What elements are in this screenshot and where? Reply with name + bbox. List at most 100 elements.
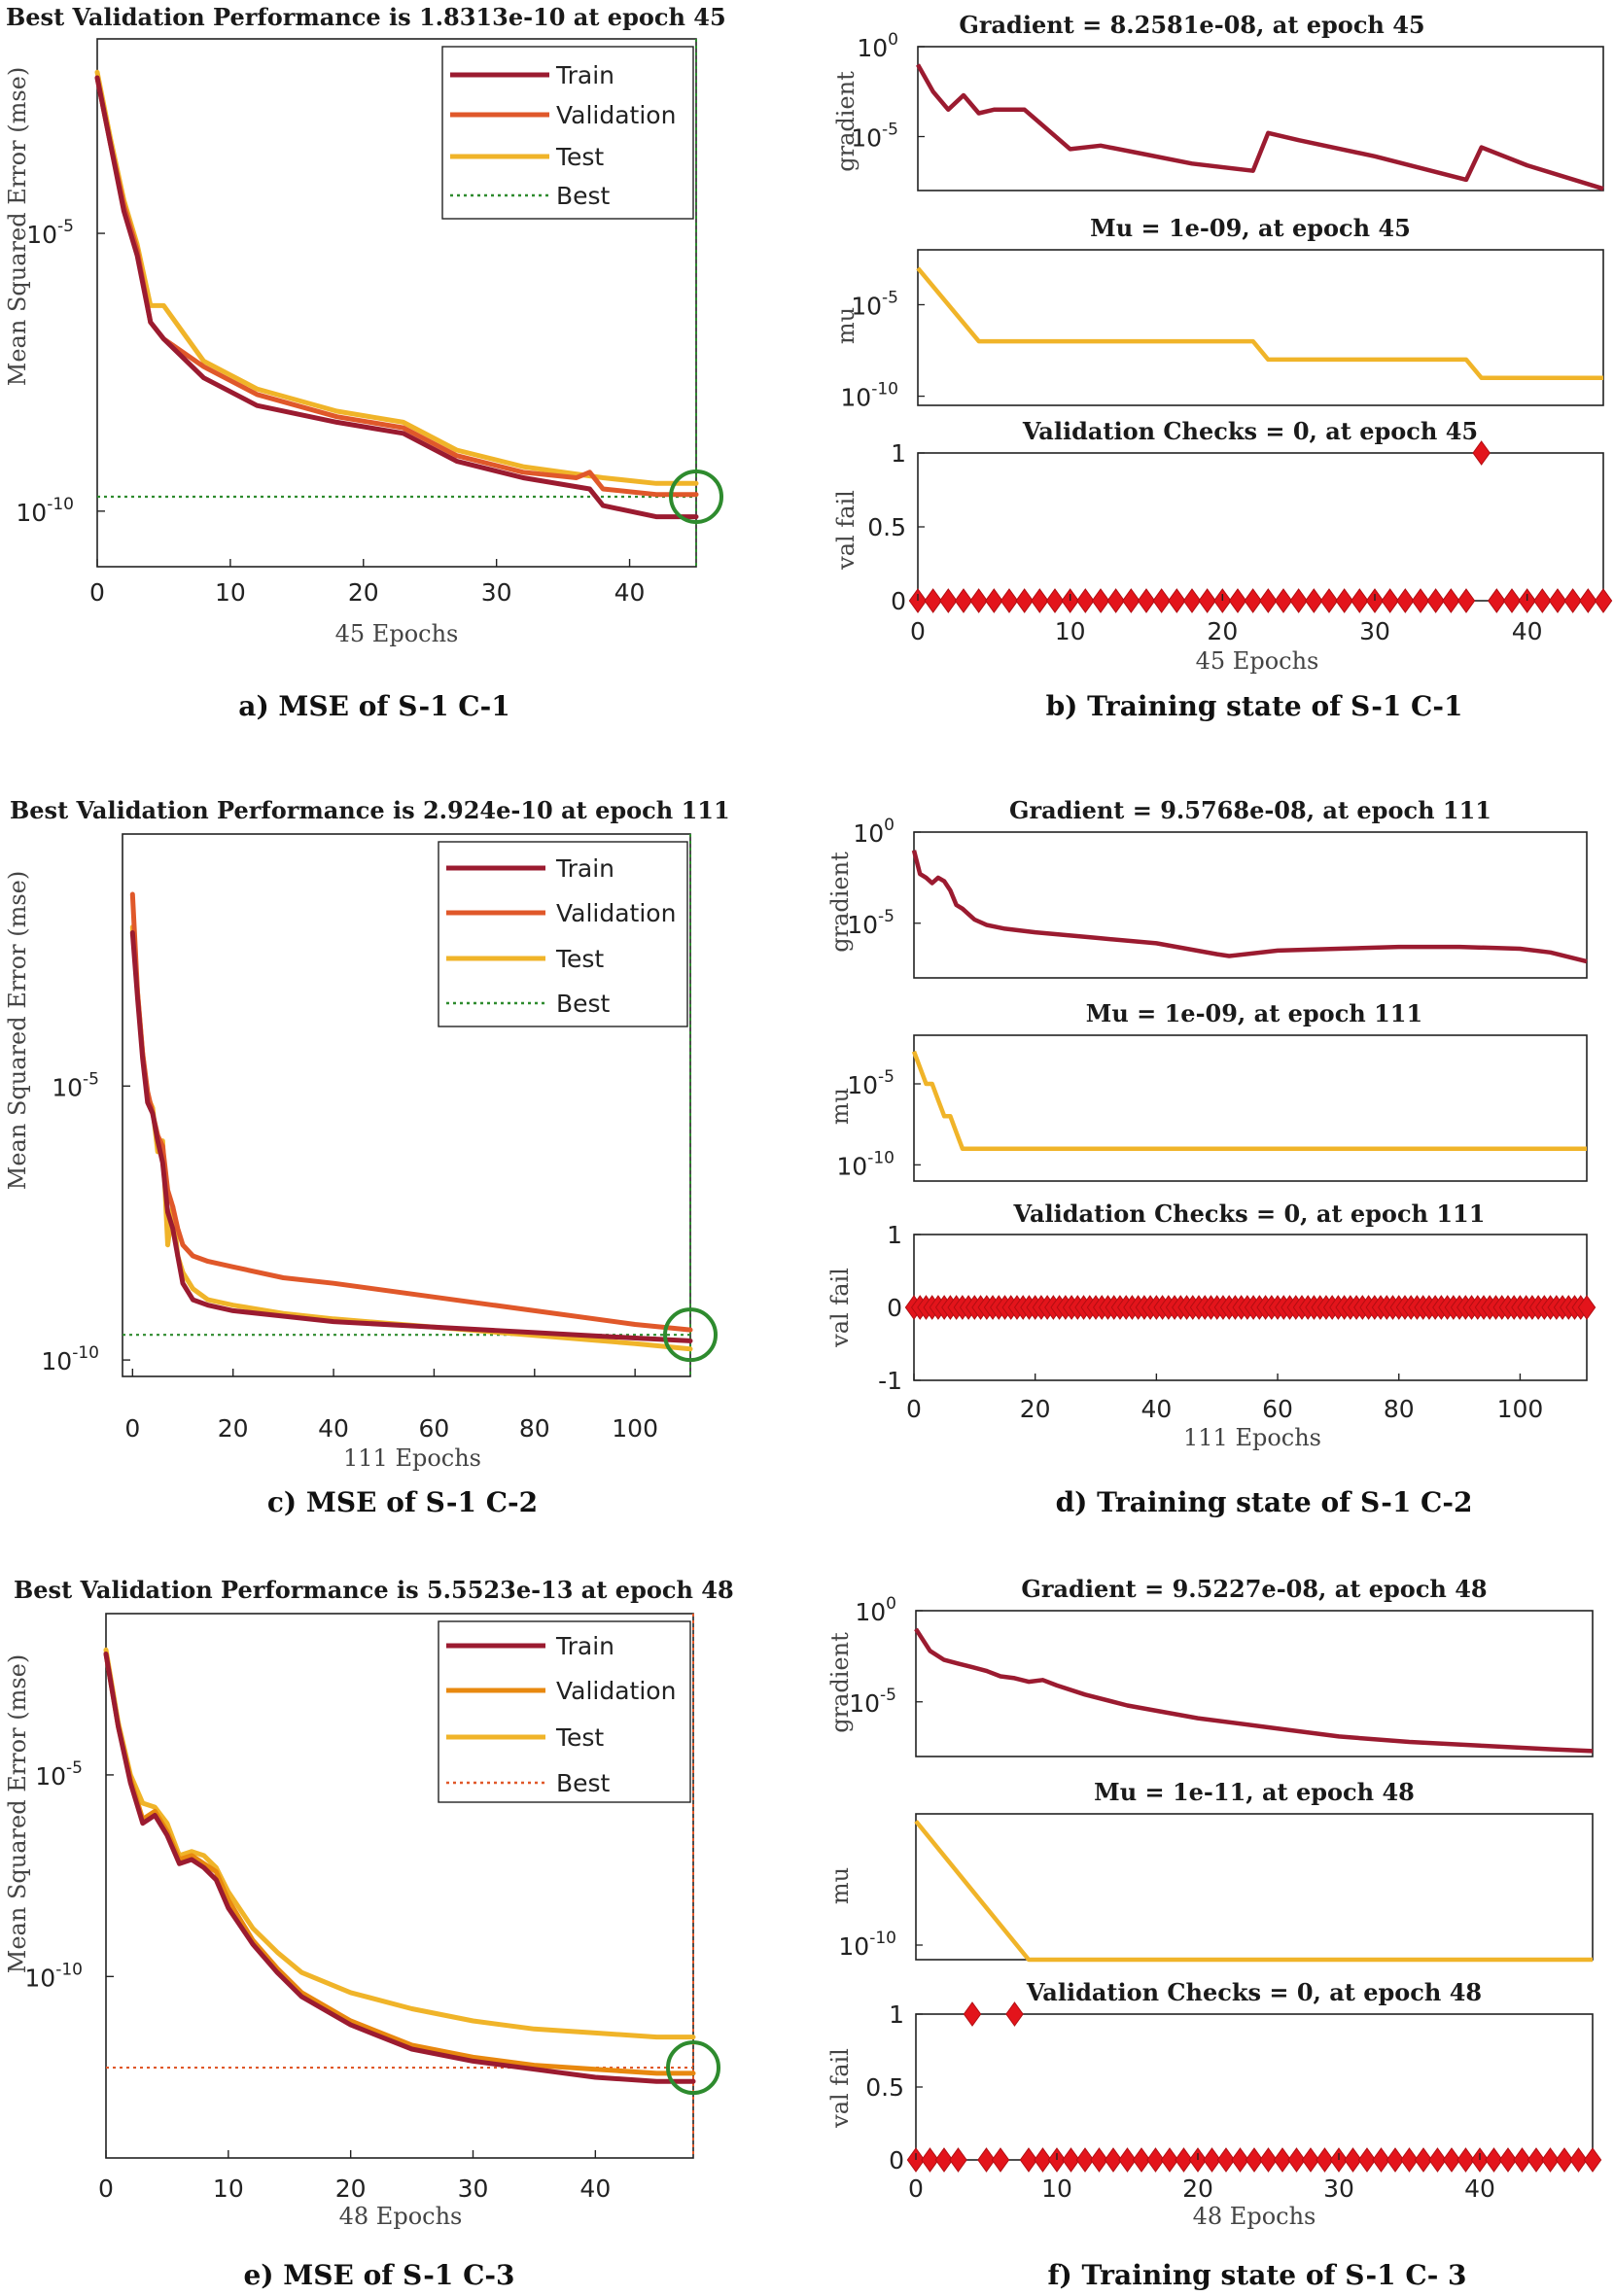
x-tick-label: 0 — [98, 2174, 114, 2203]
panel-c-caption: c) MSE of S-1 C-2 — [267, 1486, 538, 1518]
series-test-line — [103, 1647, 696, 2040]
panel-e-legend-box — [438, 1620, 691, 1803]
panel-c-plot: 0 20 40 60 80 100 10-5 10-10 — [41, 834, 718, 1443]
legend-validation-label: Validation — [556, 899, 676, 927]
legend-validation-label: Validation — [556, 101, 676, 129]
legend-validation-label: Validation — [556, 1677, 676, 1705]
panel-a: Best Validation Performance is 1.8313e-1… — [4, 3, 726, 722]
gradient-line — [911, 850, 1588, 964]
val-check-marker — [1513, 2147, 1531, 2173]
mu-line — [914, 1820, 1593, 1963]
legend-test-label: Test — [555, 945, 604, 973]
val-check-marker — [1396, 588, 1415, 613]
mu-line — [916, 266, 1603, 381]
panel-c-ylabel: Mean Squared Error (mse) — [4, 871, 31, 1190]
y-tick-label: 10-10 — [838, 1929, 896, 1961]
y-tick-label: 100 — [857, 30, 898, 62]
y-tick-label: 0 — [891, 587, 906, 615]
panel-d-gradient-title: Gradient = 9.5768e-08, at epoch 111 — [1009, 796, 1491, 824]
val-check-marker — [1231, 2147, 1249, 2173]
panel-d-mu-ylabel: mu — [826, 1088, 854, 1125]
panel-e: Best Validation Performance is 5.5523e-1… — [4, 1576, 734, 2291]
val-check-marker — [1273, 2147, 1292, 2173]
panel-a-xlabel: 45 Epochs — [335, 620, 459, 647]
y-tick-label: 0 — [889, 2146, 904, 2174]
val-check-marker — [1594, 588, 1613, 613]
y-tick-label: 1 — [887, 1221, 902, 1249]
val-check-marker — [1289, 588, 1308, 613]
best-epoch-circle — [663, 1307, 718, 1363]
val-check-marker — [1456, 588, 1476, 613]
panel-f-gradient-box — [915, 1610, 1594, 1757]
val-check-marker — [1168, 588, 1186, 613]
x-tick-label: 0 — [906, 1395, 922, 1423]
legend-best-label: Best — [556, 990, 611, 1018]
panel-a-legend: Train Validation Test Best — [441, 46, 694, 220]
val-check-marker — [1259, 588, 1278, 613]
legend-best-label: Best — [556, 1769, 611, 1797]
panel-b-mu-title: Mu = 1e-09, at epoch 45 — [1090, 214, 1411, 242]
panel-f-val-plot: 1 0.5 00 10 20 30 40 — [865, 2000, 1602, 2203]
legend-test-label: Test — [555, 143, 604, 171]
val-check-marker — [1228, 588, 1247, 613]
val-check-marker — [1090, 2147, 1108, 2173]
panel-e-plot: 0 10 20 30 40 10-5 10-10 — [24, 1614, 720, 2203]
panel-d-caption: d) Training state of S-1 C-2 — [1056, 1486, 1473, 1518]
panel-a-ylabel: Mean Squared Error (mse) — [4, 67, 31, 386]
x-tick-label: 30 — [481, 578, 512, 607]
val-check-marker — [1245, 2147, 1264, 2173]
val-check-marker — [1019, 2147, 1038, 2173]
val-check-marker — [1426, 588, 1445, 613]
val-check-marker — [1244, 588, 1262, 613]
panel-f-gradient-plot: 100 10-5 — [849, 1594, 1594, 1754]
panel-d-mu-plot: 10-5 10-10 — [836, 1050, 1587, 1180]
y-tick-label: -1 — [878, 1367, 902, 1395]
x-tick-label: 0 — [910, 617, 926, 645]
val-check-marker — [1400, 2147, 1419, 2173]
val-check-marker — [1106, 588, 1125, 613]
panel-f-mu-title: Mu = 1e-11, at epoch 48 — [1094, 1778, 1415, 1806]
val-check-marker — [954, 588, 973, 613]
panel-f-val-ylabel: val fail — [826, 2048, 854, 2129]
panel-a-title: Best Validation Performance is 1.8313e-1… — [6, 3, 726, 31]
x-tick-label: 40 — [1140, 1395, 1172, 1423]
val-check-marker — [1548, 588, 1567, 613]
panel-f-val-title: Validation Checks = 0, at epoch 48 — [1026, 1978, 1482, 2006]
panel-d-val-title: Validation Checks = 0, at epoch 111 — [1013, 1200, 1486, 1228]
val-check-marker — [1091, 588, 1110, 613]
val-check-marker — [1031, 588, 1049, 613]
panel-f-mu-box — [915, 1813, 1594, 1961]
val-check-marker — [924, 588, 942, 613]
val-check-marker — [1472, 440, 1491, 466]
y-tick-label: 0.5 — [865, 2073, 904, 2102]
y-tick-label: 10-5 — [851, 288, 898, 320]
panel-f-xlabel: 48 Epochs — [1193, 2203, 1316, 2230]
val-check-marker — [1203, 2147, 1221, 2173]
panel-b-val-ylabel: val fail — [832, 490, 860, 571]
y-tick-label: 10-5 — [847, 1067, 895, 1099]
x-tick-label: 20 — [335, 2174, 367, 2203]
y-tick-label: 10-5 — [26, 217, 74, 249]
panel-e-xlabel: 48 Epochs — [339, 2203, 463, 2230]
series-train-line — [129, 930, 693, 1343]
x-tick-label: 10 — [215, 578, 246, 607]
x-tick-label: 30 — [458, 2174, 489, 2203]
panel-f-gradient-ylabel: gradient — [826, 1632, 854, 1733]
val-check-marker — [1335, 588, 1353, 613]
val-check-marker — [1583, 2147, 1602, 2173]
panel-d-xlabel: 111 Epochs — [1183, 1424, 1321, 1451]
series-train-line — [94, 75, 699, 520]
x-tick-label: 40 — [1464, 2174, 1495, 2203]
val-check-marker — [1118, 2147, 1137, 2173]
panel-b-val-box — [917, 452, 1604, 602]
panel-d-mu-box — [913, 1034, 1588, 1182]
y-tick-label: 10-10 — [836, 1148, 895, 1180]
panel-b: Gradient = 8.2581e-08, at epoch 45 gradi… — [832, 11, 1613, 722]
val-check-marker — [1577, 1295, 1596, 1320]
panel-b-gradient-box — [917, 46, 1604, 191]
x-tick-label: 40 — [579, 2174, 611, 2203]
val-check-marker — [1442, 2147, 1461, 2173]
x-tick-label: 80 — [519, 1414, 550, 1443]
val-check-marker — [1533, 588, 1552, 613]
